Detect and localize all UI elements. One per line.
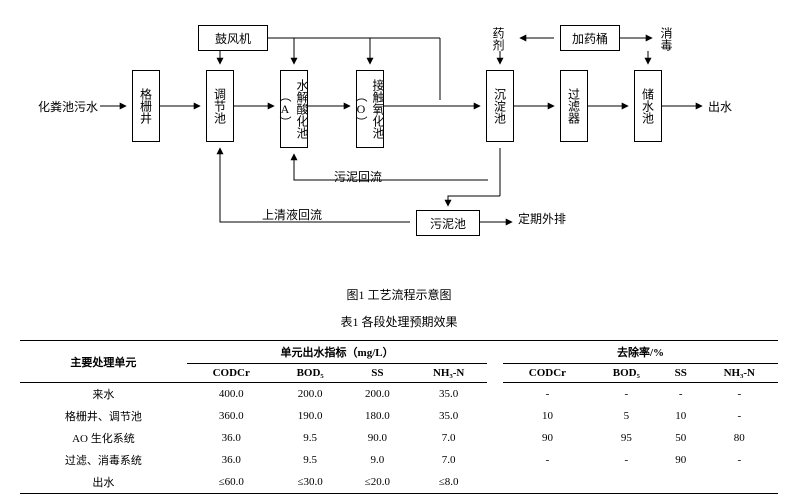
- col-3: NH₃-N: [410, 364, 487, 383]
- table-cell: 90: [661, 449, 701, 471]
- box-sludge: 污泥池: [416, 210, 480, 236]
- table-cell: 90.0: [345, 427, 410, 449]
- table-cell: [661, 471, 701, 494]
- col-6: SS: [661, 364, 701, 383]
- box-aerobic: 接触氧化池（O）: [356, 70, 384, 148]
- table-cell: 10: [661, 405, 701, 427]
- box-storage: 储水池: [634, 70, 662, 142]
- table-row-stage: AO 生化系统: [20, 427, 187, 449]
- results-table: 主要处理单元 单元出水指标（mg/L） 去除率/% CODCrBOD₅SSNH₃…: [20, 340, 778, 494]
- label-discharge: 定期外排: [518, 210, 566, 227]
- table-cell: 360.0: [187, 405, 276, 427]
- table-cell: -: [661, 383, 701, 406]
- box-grit: 格栅井: [132, 70, 160, 142]
- table-cell: [701, 471, 778, 494]
- table-cell: -: [503, 383, 592, 406]
- table-cell: 190.0: [276, 405, 345, 427]
- table-cell: 7.0: [410, 449, 487, 471]
- col-group-removal: 去除率/%: [503, 341, 778, 364]
- table-cell: 90: [503, 427, 592, 449]
- table-row-stage: 出水: [20, 471, 187, 494]
- col-4: CODCr: [503, 364, 592, 383]
- table-row-stage: 过滤、消毒系统: [20, 449, 187, 471]
- table-cell: ≤8.0: [410, 471, 487, 494]
- table-cell: 35.0: [410, 405, 487, 427]
- flow-arrows: [20, 10, 798, 280]
- table-cell: [503, 471, 592, 494]
- table-cell: 10: [503, 405, 592, 427]
- table-cell: 80: [701, 427, 778, 449]
- table-cell: 9.5: [276, 449, 345, 471]
- table-cell: 50: [661, 427, 701, 449]
- label-return1: 污泥回流: [334, 168, 382, 185]
- table-caption: 表1 各段处理预期效果: [20, 313, 778, 330]
- table-cell: 36.0: [187, 449, 276, 471]
- table-cell: 200.0: [345, 383, 410, 406]
- table-cell: 9.5: [276, 427, 345, 449]
- table-cell: ≤60.0: [187, 471, 276, 494]
- table-cell: 5: [592, 405, 661, 427]
- table-cell: 95: [592, 427, 661, 449]
- table-cell: 9.0: [345, 449, 410, 471]
- table-cell: 7.0: [410, 427, 487, 449]
- table-cell: 35.0: [410, 383, 487, 406]
- table-cell: -: [592, 383, 661, 406]
- box-anoxic: 水解酸化池（A）: [280, 70, 308, 148]
- table-row-stage: 格栅井、调节池: [20, 405, 187, 427]
- label-outflow: 出水: [708, 98, 732, 115]
- table-cell: ≤30.0: [276, 471, 345, 494]
- table-cell: -: [701, 449, 778, 471]
- col-0: CODCr: [187, 364, 276, 383]
- table-cell: -: [701, 383, 778, 406]
- box-sediment: 沉淀池: [486, 70, 514, 142]
- table-row-stage: 来水: [20, 383, 187, 406]
- table-cell: ≤20.0: [345, 471, 410, 494]
- table-cell: 200.0: [276, 383, 345, 406]
- box-dosing: 加药桶: [560, 25, 620, 51]
- figure-caption: 图1 工艺流程示意图: [20, 286, 778, 303]
- table-cell: 36.0: [187, 427, 276, 449]
- table-cell: -: [503, 449, 592, 471]
- label-return2: 上清液回流: [262, 206, 322, 223]
- label-disinfect: 消毒: [658, 27, 675, 51]
- label-chem: 药剂: [490, 27, 507, 51]
- table-cell: -: [592, 449, 661, 471]
- table-cell: 400.0: [187, 383, 276, 406]
- col-group-conc: 单元出水指标（mg/L）: [187, 341, 488, 364]
- process-flowchart: 鼓风机 加药桶 格栅井 调节池 水解酸化池（A） 接触氧化池（O） 沉淀池 过滤…: [20, 10, 778, 280]
- label-inflow: 化粪池污水: [38, 98, 98, 115]
- box-equal: 调节池: [206, 70, 234, 142]
- box-blower: 鼓风机: [198, 25, 268, 51]
- box-filter: 过滤器: [560, 70, 588, 142]
- col-2: SS: [345, 364, 410, 383]
- col-stage: 主要处理单元: [20, 341, 187, 383]
- col-1: BOD₅: [276, 364, 345, 383]
- col-7: NH₃-N: [701, 364, 778, 383]
- col-5: BOD₅: [592, 364, 661, 383]
- table-cell: -: [701, 405, 778, 427]
- table-cell: [592, 471, 661, 494]
- table-cell: 180.0: [345, 405, 410, 427]
